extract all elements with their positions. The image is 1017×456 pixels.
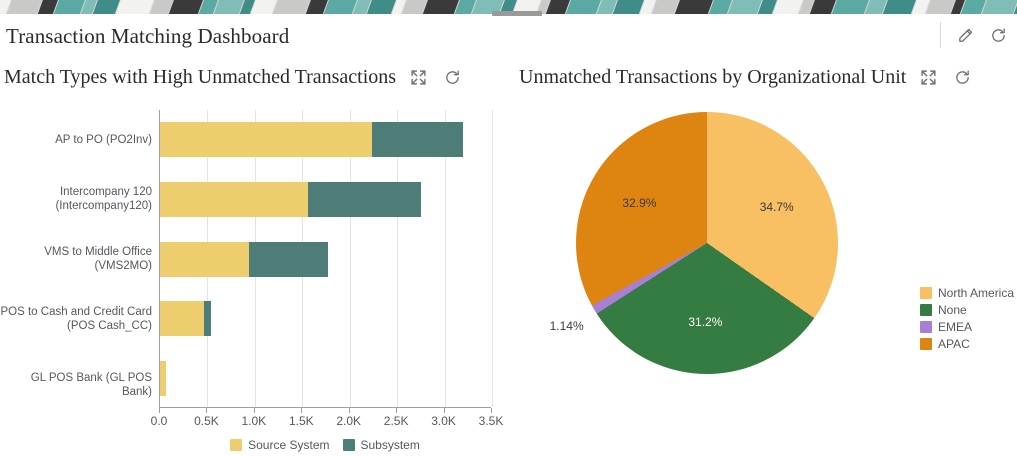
bar-segment[interactable]: [204, 301, 212, 337]
expand-icon[interactable]: [920, 69, 937, 86]
x-axis-tick: [443, 408, 445, 413]
panel-header-left: Match Types with High Unmatched Transact…: [0, 60, 508, 94]
x-axis-tick-label: 3.0K: [431, 414, 456, 428]
dashboard-header: Transaction Matching Dashboard: [0, 16, 1017, 58]
bar-category-label: VMS to Middle Office (VMS2MO): [44, 246, 152, 272]
panel-org-unit: Unmatched Transactions by Organizational…: [508, 60, 1017, 456]
pie-slice-label: 34.7%: [759, 199, 794, 214]
pie-slice-label: 32.9%: [622, 195, 657, 210]
legend-label: EMEA: [938, 320, 973, 334]
legend-item[interactable]: North America: [920, 286, 1014, 300]
bar-row[interactable]: [160, 122, 491, 158]
pie-chart: 34.7% 31.2% 1.14% 32.9% North America None EM…: [508, 94, 1017, 456]
expand-icon[interactable]: [410, 69, 427, 86]
x-axis-tick-label: 2.5K: [383, 414, 409, 428]
x-axis-tick-label: 3.5K: [478, 414, 504, 428]
legend-swatch: [230, 439, 243, 451]
panel-drag-handle[interactable]: [492, 11, 542, 16]
bar-segment[interactable]: [249, 241, 328, 277]
x-axis-tick-label: 1.5K: [288, 414, 314, 428]
gridline: [397, 110, 399, 407]
bar-row[interactable]: [160, 301, 491, 337]
x-axis-tick: [206, 408, 208, 413]
bar-chart-plot-area: [159, 110, 493, 408]
x-axis-tick-label: 2.0K: [336, 414, 362, 428]
pie-slice-label: 31.2%: [688, 314, 723, 329]
pie-slice-label: 1.14%: [549, 318, 584, 333]
legend-label: Subsystem: [360, 438, 420, 452]
gridline: [349, 110, 351, 407]
bar-chart-category-labels: AP to PO (PO2Inv) Intercompany 120 (Inter…: [0, 110, 153, 408]
bar-category-label: Intercompany 120 (Intercompany120): [55, 186, 152, 213]
refresh-icon[interactable]: [444, 69, 461, 86]
bar-row[interactable]: [160, 241, 491, 277]
legend-swatch: [342, 439, 355, 451]
panel-toolbar-right: [920, 69, 971, 86]
legend-swatch: [920, 287, 932, 299]
gridline: [444, 110, 446, 407]
legend-label: APAC: [938, 337, 970, 351]
x-axis-tick: [348, 408, 350, 413]
bar-segment[interactable]: [160, 301, 205, 337]
bar-category-label: AP to PO (PO2Inv): [55, 133, 152, 146]
decorative-banner: [0, 0, 1017, 14]
x-axis-tick: [301, 408, 303, 413]
bar-category-label: POS to Cash and Credit Card (POS Cash_CC…: [0, 305, 153, 332]
refresh-icon[interactable]: [990, 27, 1007, 44]
header-toolbar: [940, 22, 1007, 48]
bar-chart-legend: Source System Subsystem: [159, 438, 491, 452]
bar-segment[interactable]: [160, 181, 308, 217]
legend-item[interactable]: None: [920, 303, 1014, 317]
legend-swatch: [920, 338, 932, 350]
bar-chart: AP to PO (PO2Inv) Intercompany 120 (Inter…: [0, 94, 508, 456]
legend-swatch: [920, 321, 932, 333]
bar-segment[interactable]: [372, 122, 463, 158]
legend-item[interactable]: APAC: [920, 337, 1014, 351]
panel-match-types: Match Types with High Unmatched Transact…: [0, 60, 508, 456]
bar-row[interactable]: [160, 360, 491, 396]
pie-chart-slices[interactable]: [576, 112, 838, 374]
bar-segment[interactable]: [160, 122, 372, 158]
legend-label: North America: [938, 286, 1015, 300]
legend-label: None: [938, 303, 967, 317]
gridline: [492, 110, 493, 407]
panel-title-left: Match Types with High Unmatched Transact…: [4, 65, 397, 88]
x-axis-tick-label: 0.0: [150, 414, 168, 428]
pencil-icon[interactable]: [957, 27, 974, 44]
x-axis-tick-label: 0.5K: [194, 414, 219, 428]
legend-swatch: [920, 304, 932, 316]
legend-label: Source System: [248, 438, 330, 452]
page-title: Transaction Matching Dashboard: [6, 24, 290, 48]
legend-item[interactable]: Source System: [230, 438, 330, 452]
x-axis-tick-label: 1.0K: [241, 414, 267, 428]
bar-segment[interactable]: [160, 241, 250, 277]
refresh-icon[interactable]: [954, 69, 971, 86]
x-axis-tick: [253, 408, 255, 413]
x-axis-tick: [491, 408, 492, 413]
x-axis-tick: [159, 408, 160, 413]
bar-row[interactable]: [160, 181, 491, 217]
bar-segment[interactable]: [307, 181, 421, 217]
panel-title-right: Unmatched Transactions by Organizational…: [519, 65, 907, 88]
x-axis-tick: [396, 408, 398, 413]
toolbar-divider: [940, 22, 941, 48]
panel-header-right: Unmatched Transactions by Organizational…: [508, 60, 1017, 94]
legend-item[interactable]: EMEA: [920, 320, 1014, 334]
legend-item[interactable]: Subsystem: [342, 438, 420, 452]
pie-chart-legend: North America None EMEA APAC: [920, 286, 1014, 354]
panel-toolbar-left: [410, 69, 461, 86]
bar-segment[interactable]: [160, 360, 166, 396]
bar-category-label: GL POS Bank (GL POS Bank): [30, 372, 152, 399]
